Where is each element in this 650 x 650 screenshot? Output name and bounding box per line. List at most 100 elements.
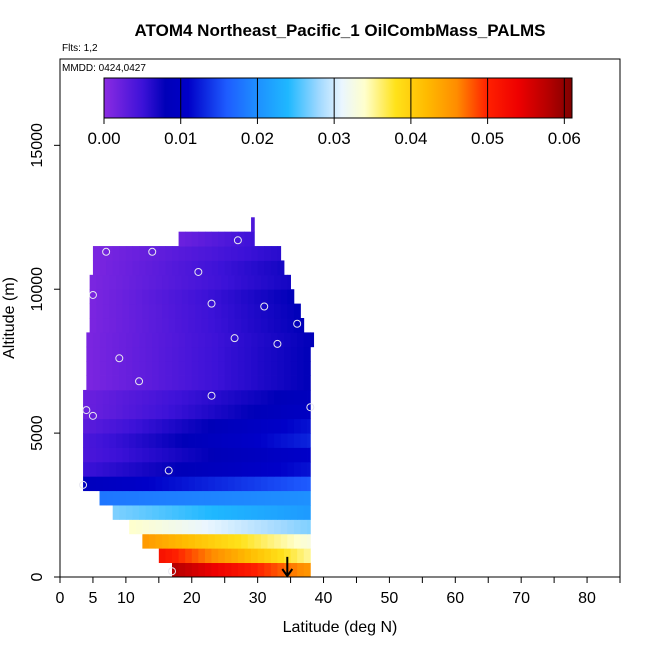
heatmap-cell [145,505,153,520]
heatmap-cell [181,447,189,463]
heatmap-cell [287,476,295,492]
colorbar-tick-label: 0.05 [471,129,504,148]
heatmap-cell [244,375,252,391]
heatmap-cell [264,490,272,506]
heatmap-cell [228,476,235,492]
heatmap-cell [234,461,242,477]
heatmap-cell [303,375,311,391]
heatmap-cell [188,461,196,477]
heatmap-cell [201,519,209,535]
heatmap-cell [214,476,222,492]
heatmap-cell [234,476,242,492]
heatmap-cell [92,260,100,276]
heatmap-cell [86,346,94,362]
x-axis-label: Latitude (deg N) [283,619,398,636]
heatmap-cell [260,476,268,492]
heatmap-cell [188,433,196,448]
heatmap-cell [290,562,298,577]
heatmap-cell [122,389,130,405]
heatmap-cell [290,548,298,564]
heatmap-cell [139,260,147,276]
heatmap-cell [165,332,173,348]
heatmap-cell [224,346,232,362]
heatmap-cell [208,389,216,405]
colorbar-gradient [103,77,573,119]
x-tick-label: 30 [249,590,267,607]
heatmap-cell [83,447,91,463]
heatmap-cell [293,418,301,434]
heatmap-cell [234,274,242,290]
heatmap-cell [293,476,301,492]
heatmap-cell [267,418,275,434]
heatmap-cell [267,389,275,405]
heatmap-cell [119,332,127,348]
heatmap-cell [211,505,219,520]
heatmap-cell [300,404,308,420]
heatmap-cell [287,303,295,319]
heatmap-cell [218,490,226,506]
heatmap-cell [109,447,117,463]
heatmap-cell [221,389,229,405]
heatmap-cell [221,289,229,305]
heatmap-cell [247,303,255,319]
heatmap-cell [234,533,242,549]
heatmap-cell [158,260,166,276]
heatmap-cell [224,260,232,276]
heatmap-cell [185,375,193,391]
heatmap-cell [102,389,110,405]
colorbar-tick-label: 0.04 [394,129,427,148]
heatmap-cell [99,260,107,276]
heatmap-cell [221,404,229,420]
heatmap-cell [221,418,229,434]
heatmap-cell [195,289,203,305]
heatmap-cell [142,418,150,434]
heatmap-cell [162,447,170,463]
heatmap-cell [119,246,127,261]
heatmap-cell [145,346,153,362]
heatmap-cell [139,246,147,261]
heatmap-cell [307,447,311,463]
heatmap-cell [254,418,262,434]
heatmap-cell [244,548,252,564]
heatmap-cell [201,318,209,333]
heatmap-cell [254,533,262,549]
heatmap-cell [195,433,203,448]
heatmap-cell [191,375,199,391]
heatmap-cell [152,260,160,276]
heatmap-cell [195,404,203,420]
heatmap-cell [125,346,133,362]
heatmap-cell [195,303,203,319]
heatmap-cell [142,533,150,549]
heatmap-cell [155,318,163,333]
heatmap-cell [106,361,114,376]
heatmap-cell [270,548,278,564]
heatmap-cell [254,519,262,535]
heatmap-cell [257,562,265,577]
heatmap-cell [307,418,311,434]
heatmap-cell [254,289,262,305]
heatmap-cell [102,318,110,333]
heatmap-cell [162,418,170,434]
heatmap-cell [148,461,156,477]
heatmap-cell [99,490,107,506]
heatmap-cell [228,274,235,290]
heatmap-cell [267,533,275,549]
colorbar-tick-label: 0.03 [318,129,351,148]
heatmap-cell [280,274,288,290]
heatmap-cell [181,519,189,535]
heatmap-cell [86,361,94,376]
sample-point [88,290,97,299]
heatmap-cell [241,404,249,420]
heatmap-cell [277,505,285,520]
heatmap-cell [83,461,91,477]
heatmap-cell [106,490,114,506]
heatmap-cell [119,361,127,376]
heatmap-cell [228,404,235,420]
heatmap-cell [158,548,166,564]
heatmap-cell [270,505,278,520]
heatmap-cell [241,303,249,319]
heatmap-cell [89,318,97,333]
heatmap-cell [300,533,308,549]
heatmap-cell [214,318,222,333]
heatmap-cell [237,375,245,391]
